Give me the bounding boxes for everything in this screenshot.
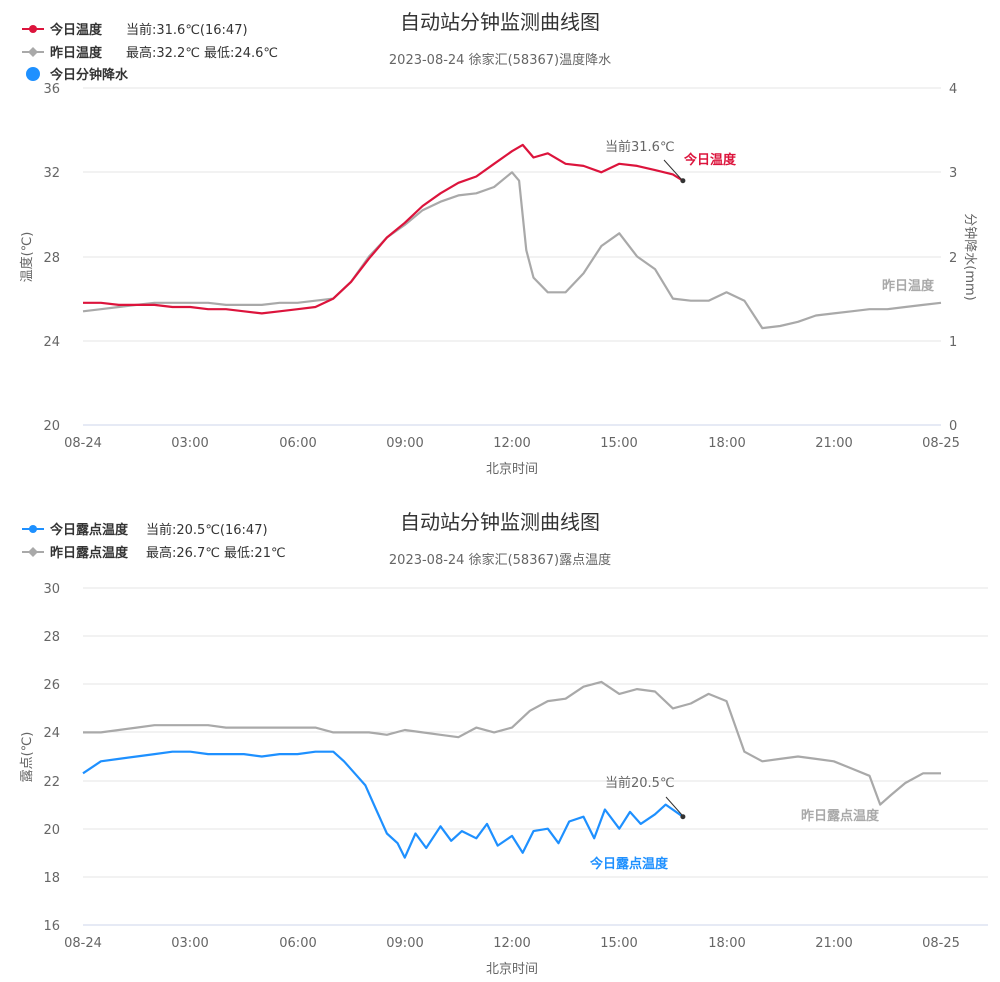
legend-info-yesterday-dewpoint: 最高:26.7℃ 最低:21℃ — [146, 545, 286, 561]
legend-marker-diamond-icon — [28, 47, 38, 57]
chart2-y-axis: 16 18 20 22 24 26 28 30 露点(℃) — [20, 582, 60, 934]
legend-label-today-dewpoint: 今日露点温度 — [49, 522, 129, 538]
y-tick-label: 36 — [43, 82, 60, 97]
x-tick-label: 21:00 — [815, 936, 852, 951]
series-label-today-dewpoint: 今日露点温度 — [589, 856, 669, 872]
legend-info-today-temp: 当前:31.6℃(16:47) — [126, 22, 248, 38]
chart2-y-axis-title: 露点(℃) — [20, 732, 35, 783]
annotation-pointer — [665, 796, 683, 816]
legend-item-yesterday-temp[interactable]: 昨日温度 最高:32.2℃ 最低:24.6℃ — [22, 45, 278, 61]
y-tick-label: 28 — [43, 251, 60, 266]
series-line-yesterday[interactable] — [83, 680, 941, 806]
y-tick-label: 22 — [43, 775, 60, 790]
x-tick-label: 09:00 — [386, 936, 423, 951]
annotation-current-temp: 当前31.6℃ — [605, 139, 675, 155]
chart1-title: 自动站分钟监测曲线图 — [400, 10, 600, 34]
series-label-yesterday-temp: 昨日温度 — [882, 278, 935, 294]
legend-item-yesterday-dewpoint[interactable]: 昨日露点温度 最高:26.7℃ 最低:21℃ — [22, 545, 286, 561]
chart1-series-layer — [82, 143, 942, 330]
chart2-gridlines — [83, 587, 988, 878]
y-right-tick-label: 3 — [949, 166, 957, 181]
y-tick-label: 32 — [43, 166, 60, 181]
x-tick-label: 15:00 — [600, 436, 637, 451]
legend-marker-circle-icon — [26, 67, 40, 81]
y-right-tick-label: 1 — [949, 335, 957, 350]
x-tick-label: 06:00 — [279, 436, 316, 451]
chart2-legend: 今日露点温度 当前:20.5℃(16:47) 昨日露点温度 最高:26.7℃ 最… — [22, 522, 286, 561]
current-point-marker[interactable] — [680, 814, 686, 820]
chart1-legend: 今日温度 当前:31.6℃(16:47) 昨日温度 最高:32.2℃ 最低:24… — [22, 22, 278, 83]
legend-marker-circle-icon — [29, 25, 37, 33]
chart1-gridlines — [83, 87, 941, 342]
chart1-y-axis-title: 温度(℃) — [19, 232, 35, 283]
x-tick-label: 08-25 — [922, 936, 960, 951]
series-line-today[interactable] — [83, 143, 684, 315]
x-tick-label: 09:00 — [386, 436, 423, 451]
y-tick-label: 24 — [43, 726, 60, 741]
x-tick-label: 12:00 — [493, 936, 530, 951]
chart2-x-axis-title: 北京时间 — [486, 962, 538, 977]
x-tick-label: 08-25 — [922, 436, 960, 451]
legend-label-yesterday-dewpoint: 昨日露点温度 — [50, 545, 129, 561]
legend-label-yesterday-temp: 昨日温度 — [50, 45, 103, 61]
legend-marker-diamond-icon — [28, 547, 38, 557]
chart2-series-layer — [82, 680, 941, 859]
legend-info-yesterday-temp: 最高:32.2℃ 最低:24.6℃ — [126, 45, 278, 61]
legend-marker-circle-icon — [29, 525, 37, 533]
y-right-tick-label: 2 — [949, 251, 957, 266]
y-tick-label: 16 — [43, 919, 60, 934]
x-tick-label: 12:00 — [493, 436, 530, 451]
chart1-x-axis: 08-24 03:00 06:00 09:00 12:00 15:00 18:0… — [64, 436, 960, 477]
temperature-chart: 自动站分钟监测曲线图 2023-08-24 徐家汇(58367)温度降水 今日温… — [19, 10, 978, 477]
y-right-tick-label: 4 — [949, 82, 957, 97]
x-tick-label: 06:00 — [279, 936, 316, 951]
chart1-y-axis: 20 24 28 32 36 温度(℃) — [19, 82, 60, 434]
legend-label-today-rain: 今日分钟降水 — [49, 67, 129, 83]
chart2-title: 自动站分钟监测曲线图 — [400, 510, 600, 534]
series-line-today[interactable] — [82, 750, 684, 859]
x-tick-label: 18:00 — [708, 436, 745, 451]
chart2-subtitle: 2023-08-24 徐家汇(58367)露点温度 — [389, 552, 611, 568]
chart1-x-axis-title: 北京时间 — [486, 462, 538, 477]
legend-item-today-temp[interactable]: 今日温度 当前:31.6℃(16:47) — [22, 22, 248, 38]
series-label-today-temp: 今日温度 — [683, 152, 737, 168]
y-tick-label: 28 — [43, 630, 60, 645]
y-tick-label: 30 — [43, 582, 60, 597]
y-tick-label: 18 — [43, 871, 60, 886]
x-tick-label: 03:00 — [171, 436, 208, 451]
series-line-yesterday[interactable] — [82, 171, 942, 330]
x-tick-label: 15:00 — [600, 936, 637, 951]
y-tick-label: 26 — [43, 678, 60, 693]
series-label-yesterday-dewpoint: 昨日露点温度 — [801, 808, 880, 824]
chart1-y-right-axis-title: 分钟降水(mm) — [962, 213, 978, 300]
legend-item-today-dewpoint[interactable]: 今日露点温度 当前:20.5℃(16:47) — [22, 522, 268, 538]
y-tick-label: 20 — [43, 823, 60, 838]
x-tick-label: 03:00 — [171, 936, 208, 951]
annotation-pointer — [663, 159, 683, 181]
x-tick-label: 21:00 — [815, 436, 852, 451]
dewpoint-chart: 自动站分钟监测曲线图 2023-08-24 徐家汇(58367)露点温度 今日露… — [20, 510, 988, 977]
y-right-tick-label: 0 — [949, 419, 957, 434]
y-tick-label: 20 — [43, 419, 60, 434]
legend-info-today-dewpoint: 当前:20.5℃(16:47) — [146, 522, 268, 538]
chart2-x-axis: 08-24 03:00 06:00 09:00 12:00 15:00 18:0… — [64, 936, 960, 977]
y-tick-label: 24 — [43, 335, 60, 350]
x-tick-label: 08-24 — [64, 436, 102, 451]
x-tick-label: 08-24 — [64, 936, 102, 951]
legend-item-today-rain[interactable]: 今日分钟降水 — [26, 67, 129, 83]
x-tick-label: 18:00 — [708, 936, 745, 951]
chart1-y-axis-right: 0 1 3 4 2 分钟降水(mm) — [949, 82, 978, 434]
annotation-current-dewpoint: 当前20.5℃ — [605, 775, 675, 791]
legend-label-today-temp: 今日温度 — [49, 22, 103, 38]
chart1-subtitle: 2023-08-24 徐家汇(58367)温度降水 — [389, 52, 611, 68]
